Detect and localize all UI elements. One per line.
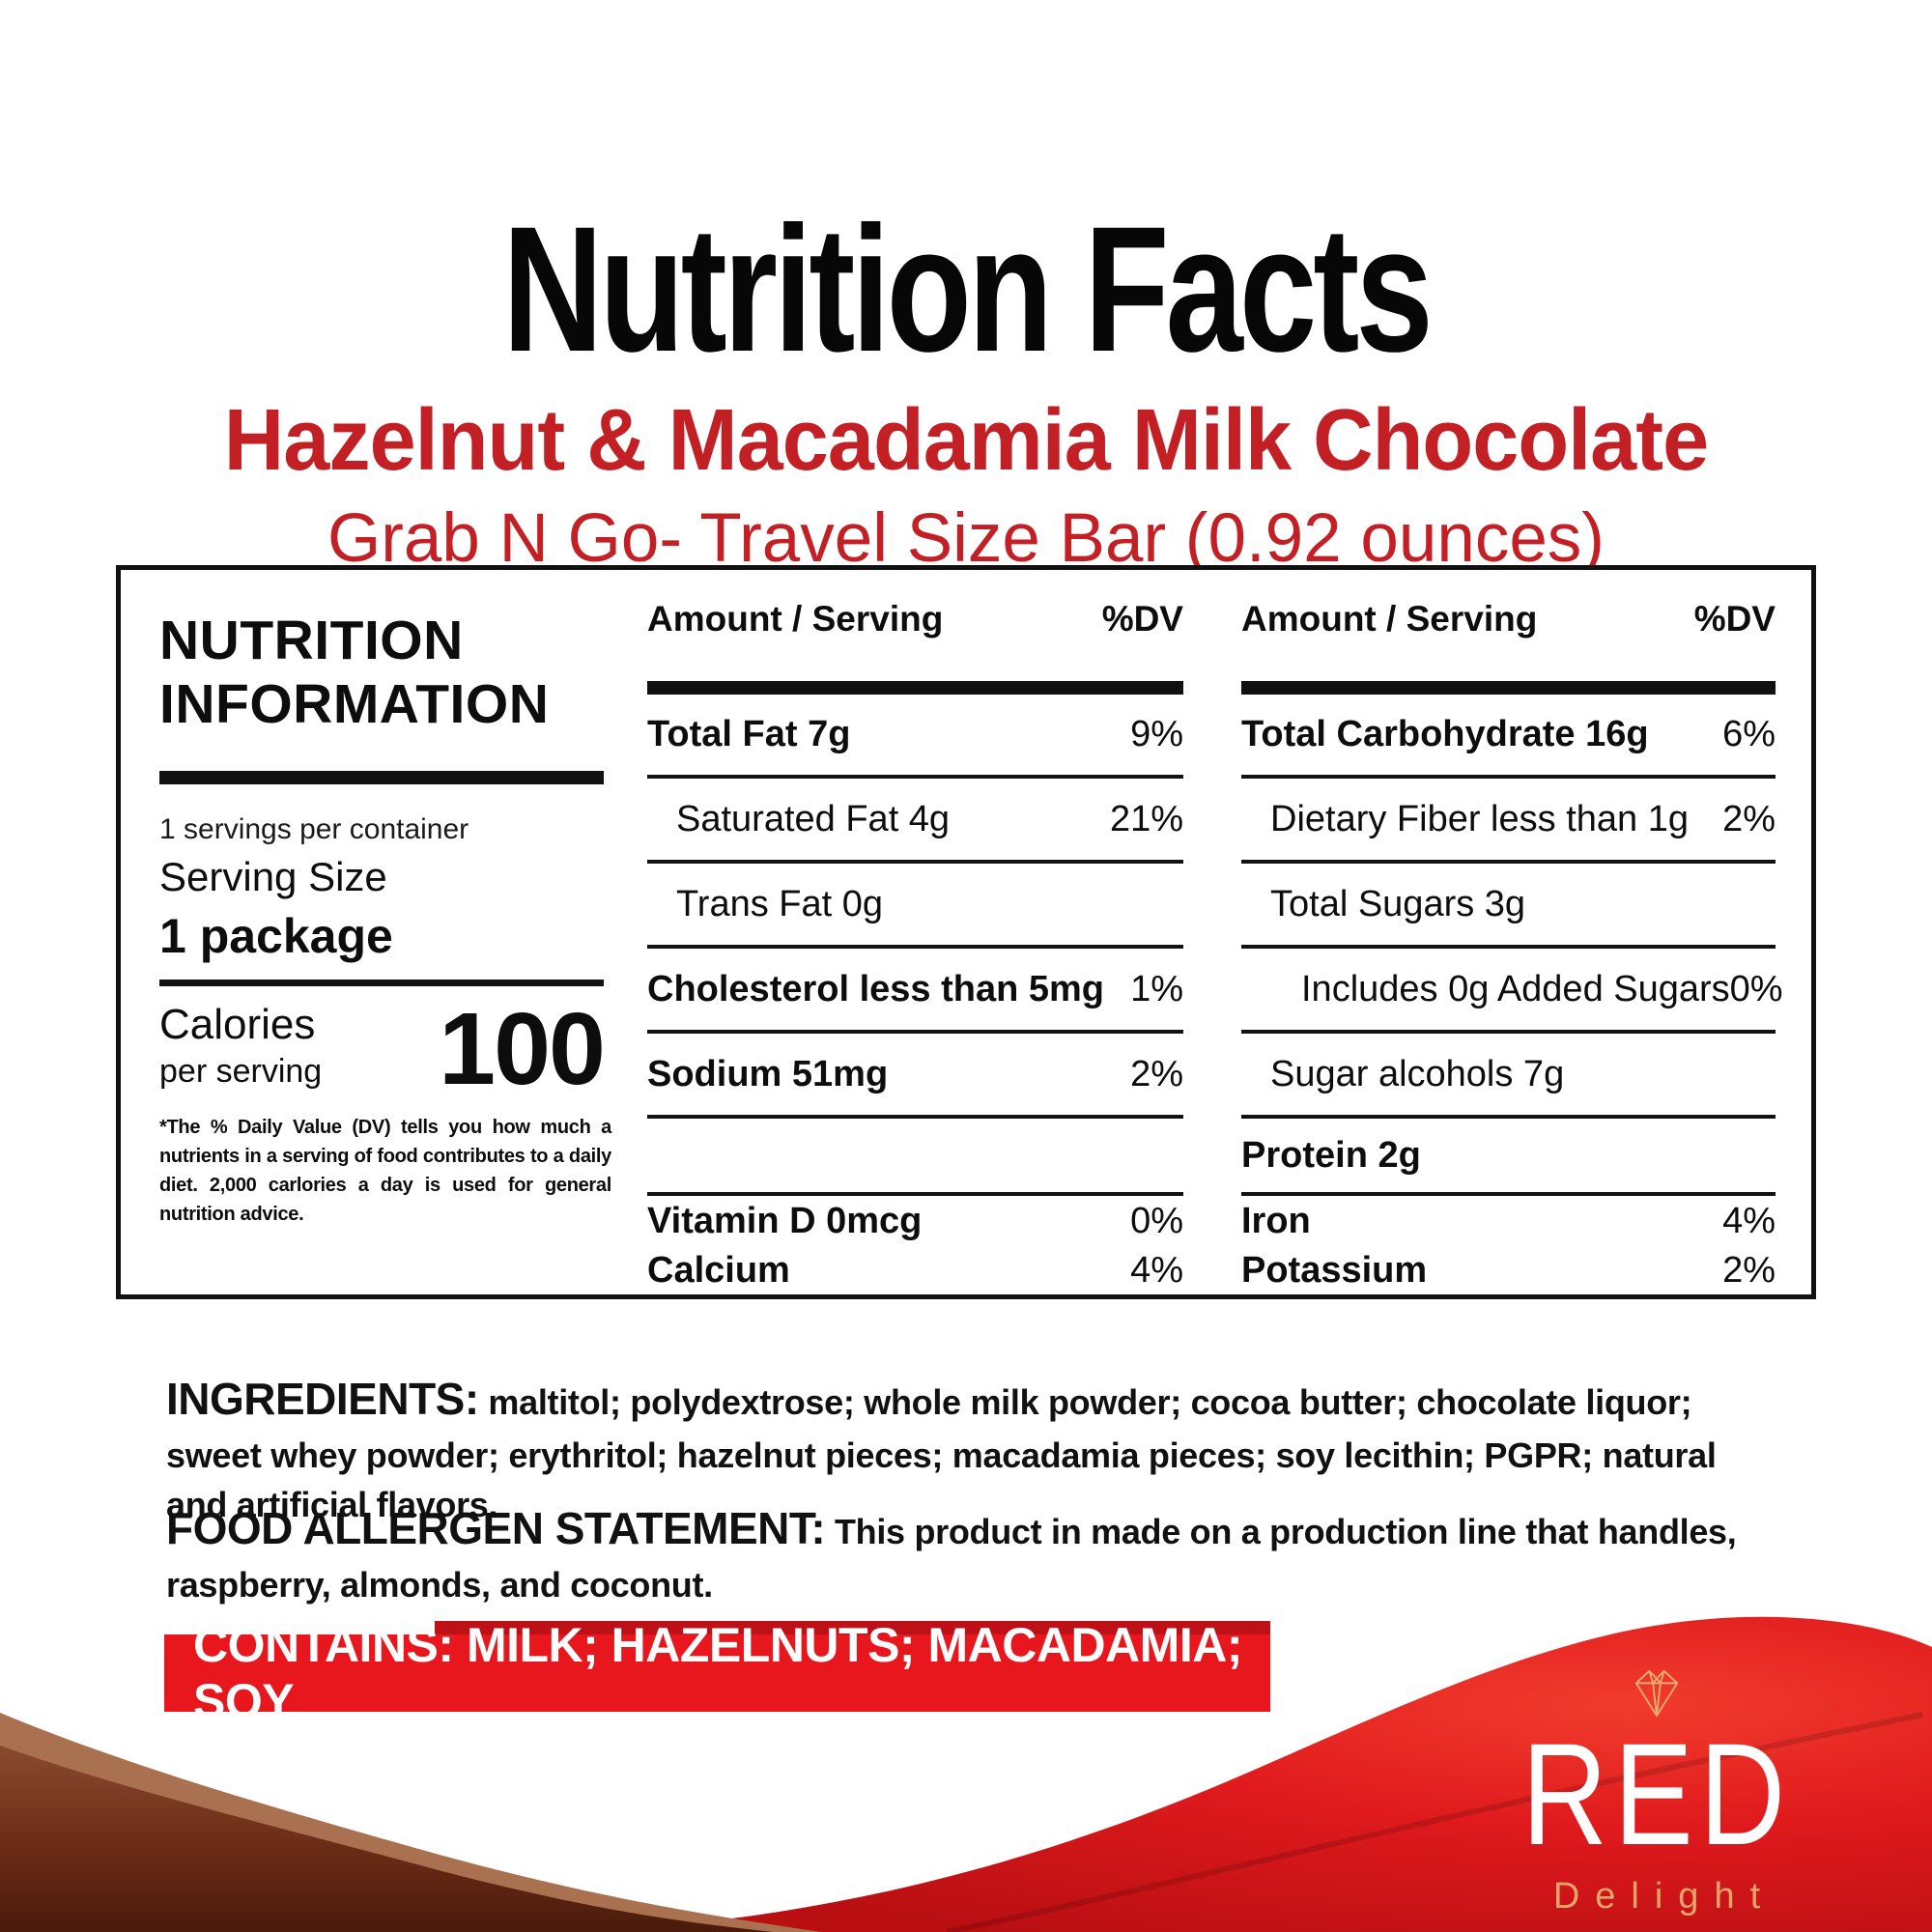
product-size: Grab N Go- Travel Size Bar (0.92 ounces) [327,500,1605,577]
nutrient-row: Sugar alcohols 7g [1241,1034,1776,1119]
product-name: Hazelnut & Macadamia Milk Chocolate [223,391,1709,489]
ingredients-text: maltitol; polydextrose; whole milk powde… [166,1382,1717,1525]
nutrient-row: Cholesterol less than 5mg 1% [647,949,1183,1034]
nutrient-row: Potassium 2% [1241,1249,1776,1291]
nutrient-row: Iron 4% [1241,1200,1776,1241]
dv-header: %DV [1101,599,1183,639]
serving-size-label: Serving Size [159,854,387,899]
nutrient-row: Total Sugars 3g [1241,864,1776,949]
diamond-icon [1634,1669,1679,1718]
nutrient-row-empty [647,1119,1183,1196]
calories-value: 100 [439,992,606,1106]
nutrient-row: Protein 2g [1241,1119,1776,1196]
amount-serving-header: Amount / Serving [1241,599,1538,639]
calories-unit: per serving [159,1053,323,1090]
nutrient-row: Saturated Fat 4g 21% [647,779,1183,864]
calories-row: Calories per serving 100 [159,992,606,1106]
amount-serving-header: Amount / Serving [647,599,944,639]
ingredients-paragraph: INGREDIENTS: maltitol; polydextrose; who… [166,1368,1781,1530]
chocolate-wave [0,1746,773,1932]
column-header: Amount / Serving %DV [1241,599,1776,639]
divider-thick [159,771,604,784]
allergen-label: FOOD ALLERGEN STATEMENT: [166,1503,826,1553]
nutrient-rows: Total Fat 7g 9% Saturated Fat 4g 21% Trans… [647,694,1183,1294]
panel-summary-column: NUTRITION INFORMATION 1 servings per con… [159,570,611,1294]
nutrient-row: Total Fat 7g 9% [647,694,1183,779]
daily-value-footnote: *The % Daily Value (DV) tells you how mu… [159,1117,611,1225]
panel-heading: NUTRITION INFORMATION [159,610,550,736]
nutrient-row: Calcium 4% [647,1249,1183,1291]
red-wave-crease [946,1712,1923,1932]
divider-thick [1241,681,1776,695]
panel-column-1: Amount / Serving %DV Total Fat 7g 9% Satu… [647,570,1183,1294]
brand-logo: RED Delight [1478,1667,1835,1918]
contains-banner: CONTAINS: MILK; HAZELNUTS; MACADAMIA; SO… [164,1618,1270,1728]
column-header: Amount / Serving %DV [647,599,1183,639]
divider [159,980,604,986]
brand-tagline: Delight [1552,1876,1776,1917]
calories-label: Calories [159,1001,316,1048]
contains-banner-text: CONTAINS: MILK; HAZELNUTS; MACADAMIA; SO… [193,1618,1242,1728]
nutrient-row: Total Carbohydrate 16g 6% [1241,694,1776,779]
allergen-paragraph: FOOD ALLERGEN STATEMENT: This product in… [166,1497,1781,1609]
page-title: Nutrition Facts [502,189,1434,389]
chocolate-wave-graphic [0,1616,1932,1932]
brand-name: RED [1521,1713,1792,1875]
allergen-text: This product in made on a production lin… [166,1512,1737,1605]
panel-column-2: Amount / Serving %DV Total Carbohydrate … [1241,570,1783,1294]
nutrient-row: Dietary Fiber less than 1g 2% [1241,779,1776,864]
nutrition-panel: NUTRITION INFORMATION 1 servings per con… [116,565,1816,1299]
nutrient-row: Includes 0g Added Sugars 0% [1241,949,1783,1034]
contains-banner-shadow [435,1621,1270,1636]
divider-thick [647,681,1183,695]
nutrient-row: Vitamin D 0mcg 0% [647,1200,1183,1241]
ingredients-label: INGREDIENTS: [166,1374,479,1424]
serving-size-value: 1 package [159,909,393,963]
nutrient-row: Sodium 51mg 2% [647,1034,1183,1119]
red-wave [541,1616,1932,1932]
dv-header: %DV [1693,599,1776,639]
nutrient-row: Trans Fat 0g [647,864,1183,949]
nutrient-rows: Total Carbohydrate 16g 6% Dietary Fiber l… [1241,694,1783,1294]
servings-per-container: 1 servings per container [159,813,469,845]
